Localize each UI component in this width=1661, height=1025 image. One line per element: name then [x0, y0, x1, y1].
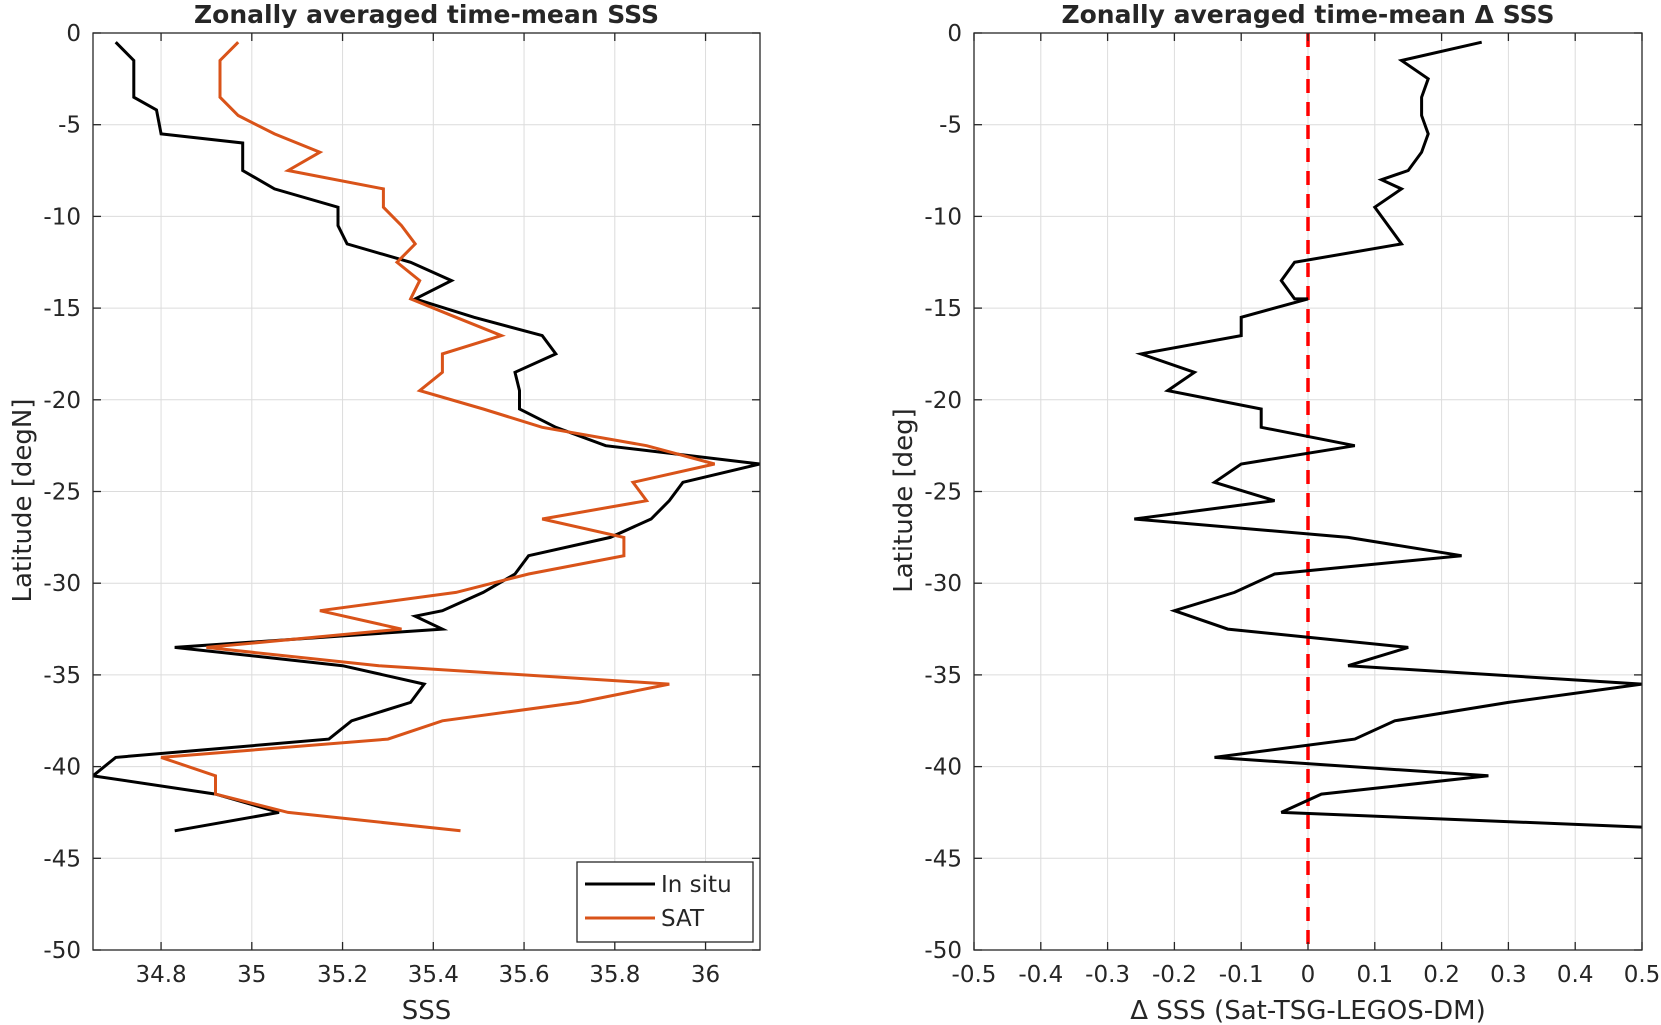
- y-tick-label: -20: [43, 388, 81, 414]
- legend-label-sat: SAT: [661, 906, 705, 932]
- y-tick-label: -40: [43, 755, 81, 781]
- y-tick-label: -20: [924, 388, 962, 414]
- series-line-sat: [160, 41, 715, 833]
- right-x-axis-label: Δ SSS (Sat-TSG-LEGOS-DM): [1130, 996, 1486, 1025]
- y-tick-label: 0: [66, 21, 81, 47]
- y-tick-label: -25: [924, 480, 962, 506]
- x-tick-label: 0.1: [1357, 962, 1394, 988]
- series-line-in-situ: [93, 41, 760, 833]
- left-grid: [93, 32, 760, 951]
- y-tick-label: -45: [43, 846, 81, 872]
- left-chart-sss: 34.8 35 35.2 35.4 35.6 35.8 36 0 -5 -10 -15 -20 -25 -…: [8, 0, 761, 1025]
- x-tick-label: -0.1: [1219, 962, 1264, 988]
- right-chart-title: Zonally averaged time-mean Δ SSS: [1062, 0, 1555, 29]
- y-tick-label: -5: [939, 113, 962, 139]
- x-tick-label: 0: [1301, 962, 1316, 988]
- left-curves: [93, 41, 760, 833]
- y-tick-label: -10: [924, 204, 962, 230]
- y-tick-label: -10: [43, 204, 81, 230]
- y-tick-label: -15: [43, 296, 81, 322]
- x-tick-label: -0.5: [952, 962, 997, 988]
- y-tick-label: -5: [58, 113, 81, 139]
- x-tick-label: 0.3: [1490, 962, 1527, 988]
- x-tick-label: 0.4: [1557, 962, 1594, 988]
- left-ticks: 34.8 35 35.2 35.4 35.6 35.8 36 0 -5 -10 -15 -20 -25 -…: [43, 21, 760, 988]
- legend-label-in-situ: In situ: [661, 872, 732, 898]
- x-tick-label: 34.8: [135, 962, 186, 988]
- x-tick-label: 35.6: [498, 962, 549, 988]
- right-curves: [1134, 33, 1642, 950]
- legend: In situ SAT: [576, 861, 754, 943]
- y-tick-label: -15: [924, 296, 962, 322]
- y-tick-label: -35: [43, 663, 81, 689]
- x-tick-label: 35.8: [589, 962, 640, 988]
- x-tick-label: -0.2: [1152, 962, 1197, 988]
- x-tick-label: 35.2: [317, 962, 368, 988]
- y-tick-label: 0: [947, 21, 962, 47]
- x-tick-label: 0.5: [1624, 962, 1661, 988]
- y-tick-label: -50: [43, 938, 81, 964]
- left-x-axis-label: SSS: [402, 996, 452, 1025]
- right-ticks: -0.5 -0.4 -0.3 -0.2 -0.1 0 0.1 0.2 0.3 0.4 0.5 0 -5 -…: [924, 21, 1660, 988]
- right-chart-delta-sss: -0.5 -0.4 -0.3 -0.2 -0.1 0 0.1 0.2 0.3 0.4 0.5 0 -5 -…: [889, 0, 1660, 1025]
- y-tick-label: -30: [43, 571, 81, 597]
- y-tick-label: -30: [924, 571, 962, 597]
- y-tick-label: -40: [924, 755, 962, 781]
- x-tick-label: 35: [237, 962, 266, 988]
- right-y-axis-label: Latitude [deg]: [889, 408, 919, 593]
- x-tick-label: -0.4: [1018, 962, 1063, 988]
- left-chart-title: Zonally averaged time-mean SSS: [194, 0, 659, 29]
- y-tick-label: -50: [924, 938, 962, 964]
- x-tick-label: -0.3: [1085, 962, 1130, 988]
- x-tick-label: 35.4: [408, 962, 459, 988]
- legend-box: [576, 861, 754, 943]
- y-tick-label: -35: [924, 663, 962, 689]
- x-tick-label: 36: [691, 962, 720, 988]
- y-tick-label: -45: [924, 846, 962, 872]
- series-line-delta-sss: [1134, 40, 1642, 829]
- y-tick-label: -25: [43, 480, 81, 506]
- x-tick-label: 0.2: [1423, 962, 1460, 988]
- left-y-axis-label: Latitude [degN]: [8, 398, 38, 602]
